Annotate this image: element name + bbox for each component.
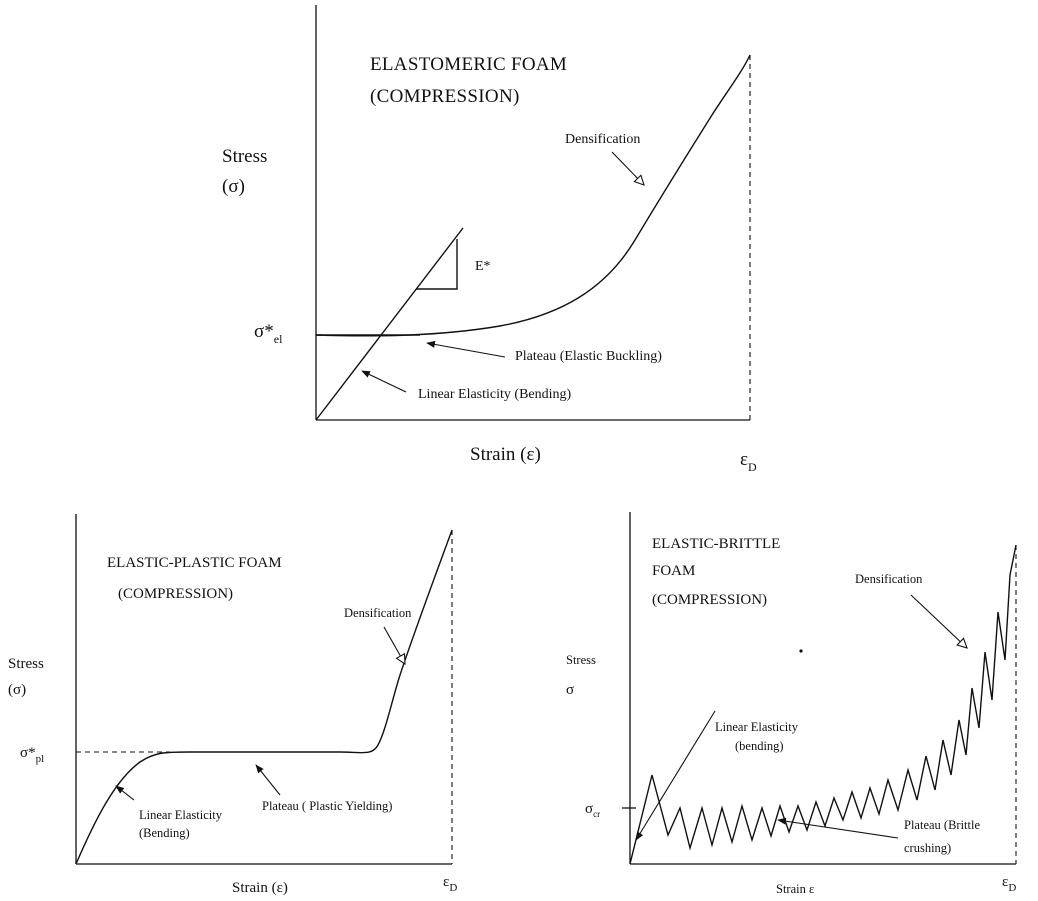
top-linear-arrow	[361, 370, 407, 393]
top-title-line2: (COMPRESSION)	[370, 86, 520, 107]
right-title-line3: (COMPRESSION)	[652, 592, 767, 608]
top-stress-strain-curve	[315, 54, 751, 337]
right-linear-label-line2: (bending)	[735, 739, 784, 753]
elastic-plastic-foam-panel: ELASTIC-PLASTIC FOAM (COMPRESSION) Stres…	[8, 514, 457, 896]
left-linear-arrow	[115, 785, 135, 801]
right-plateau-label-line2: crushing)	[904, 841, 951, 855]
elastic-brittle-foam-panel: ELASTIC-BRITTLE FOAM (COMPRESSION) Stres…	[566, 512, 1017, 896]
left-plateau-label: Plateau ( Plastic Yielding)	[262, 799, 392, 813]
elastomeric-foam-panel: ELASTOMERIC FOAM (COMPRESSION) Stress (σ…	[222, 5, 757, 474]
top-linear-label: Linear Elasticity (Bending)	[418, 387, 572, 402]
right-plateau-arrow	[777, 817, 899, 839]
left-densification-arrow	[383, 626, 405, 664]
left-title-line2: (COMPRESSION)	[118, 586, 233, 602]
top-title-line1: ELASTOMERIC FOAM	[370, 54, 567, 75]
left-linear-label-line2: (Bending)	[139, 826, 190, 840]
top-plateau-arrow	[426, 340, 506, 358]
right-stress-strain-curve	[629, 544, 1017, 865]
right-plateau-label-line1: Plateau (Brittle	[904, 818, 980, 832]
right-ylabel-line1: Stress	[566, 653, 596, 667]
right-ylabel-line2: σ	[566, 682, 574, 698]
top-epsd-label: εD	[740, 449, 757, 474]
top-ylabel-line2: (σ)	[222, 176, 245, 197]
top-ylabel-line1: Stress	[222, 146, 267, 167]
right-linear-arrow	[635, 710, 716, 841]
right-densification-arrow	[910, 594, 967, 648]
top-sigma-el-label: σ*el	[254, 321, 283, 346]
left-plateau-arrow	[255, 764, 281, 796]
left-ylabel-line1: Stress	[8, 656, 44, 672]
top-e-star-label: E*	[475, 259, 491, 274]
left-ylabel-line2: (σ)	[8, 682, 26, 698]
right-title-line2: FOAM	[652, 563, 695, 579]
top-plateau-label: Plateau (Elastic Buckling)	[515, 349, 662, 364]
right-epsd-label: εD	[1002, 874, 1016, 894]
left-densification-label: Densification	[344, 606, 412, 620]
right-stray-dot	[799, 649, 803, 653]
top-slope-triangle	[416, 239, 458, 290]
top-linear-elasticity-line	[315, 227, 464, 421]
left-sigma-pl-label: σ*pl	[20, 745, 44, 765]
top-densification-label: Densification	[565, 132, 640, 147]
top-xlabel: Strain (ε)	[470, 444, 541, 465]
right-xlabel: Strain ε	[776, 882, 814, 896]
right-densification-label: Densification	[855, 572, 923, 586]
left-stress-strain-curve	[75, 529, 453, 865]
right-sigma-cr-label: σcr	[585, 801, 600, 819]
top-densification-arrow	[611, 151, 644, 185]
left-linear-label-line1: Linear Elasticity	[139, 808, 223, 822]
left-xlabel: Strain (ε)	[232, 880, 288, 896]
left-epsd-label: εD	[443, 874, 457, 894]
right-linear-label-line1: Linear Elasticity	[715, 720, 799, 734]
left-title-line1: ELASTIC-PLASTIC FOAM	[107, 555, 282, 571]
right-title-line1: ELASTIC-BRITTLE	[652, 536, 780, 552]
